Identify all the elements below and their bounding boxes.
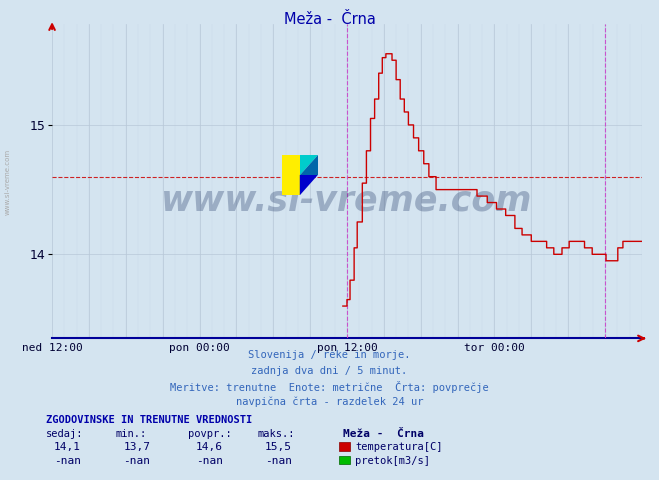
Text: min.:: min.: [115, 429, 146, 439]
Text: Meža -  Črna: Meža - Črna [343, 429, 424, 439]
Polygon shape [300, 175, 318, 195]
Polygon shape [300, 155, 318, 175]
Text: -nan: -nan [265, 456, 292, 466]
Text: 14,6: 14,6 [196, 442, 223, 452]
Text: maks.:: maks.: [257, 429, 295, 439]
Text: Meža -  Črna: Meža - Črna [283, 12, 376, 27]
Text: -nan: -nan [123, 456, 150, 466]
Text: ZGODOVINSKE IN TRENUTNE VREDNOSTI: ZGODOVINSKE IN TRENUTNE VREDNOSTI [46, 415, 252, 425]
Text: sedaj:: sedaj: [46, 429, 84, 439]
Text: -nan: -nan [196, 456, 223, 466]
Text: Meritve: trenutne  Enote: metrične  Črta: povprečje: Meritve: trenutne Enote: metrične Črta: … [170, 381, 489, 393]
Text: 14,1: 14,1 [54, 442, 81, 452]
Polygon shape [300, 155, 318, 175]
Text: 13,7: 13,7 [123, 442, 150, 452]
Text: temperatura[C]: temperatura[C] [355, 442, 443, 452]
Text: povpr.:: povpr.: [188, 429, 231, 439]
Text: pretok[m3/s]: pretok[m3/s] [355, 456, 430, 466]
Polygon shape [281, 155, 300, 195]
Text: www.si-vreme.com: www.si-vreme.com [161, 183, 532, 217]
Text: www.si-vreme.com: www.si-vreme.com [5, 149, 11, 216]
Text: navpična črta - razdelek 24 ur: navpična črta - razdelek 24 ur [236, 396, 423, 407]
Text: -nan: -nan [54, 456, 81, 466]
Text: 15,5: 15,5 [265, 442, 292, 452]
Text: Slovenija / reke in morje.: Slovenija / reke in morje. [248, 350, 411, 360]
Text: zadnja dva dni / 5 minut.: zadnja dva dni / 5 minut. [251, 366, 408, 376]
